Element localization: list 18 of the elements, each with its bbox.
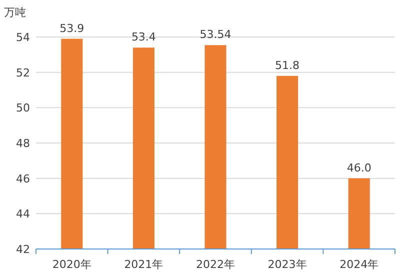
data-label: 53.4 — [131, 30, 156, 44]
x-tick-label: 2022年 — [196, 258, 235, 271]
y-tick-label: 46 — [16, 172, 30, 186]
x-tick-label: 2023年 — [268, 258, 307, 271]
x-tick-label: 2020年 — [52, 258, 92, 271]
y-tick-label: 48 — [16, 137, 30, 150]
y-tick-label: 50 — [16, 102, 30, 115]
y-tick-label: 54 — [16, 31, 30, 44]
y-tick-label: 52 — [16, 66, 30, 80]
y-tick-label: 42 — [16, 243, 30, 256]
y-axis-title: 万吨 — [4, 6, 26, 19]
y-tick-label: 44 — [16, 208, 30, 221]
data-label: 53.9 — [60, 22, 84, 35]
x-tick-label: 2024年 — [340, 258, 379, 271]
data-label: 46.0 — [346, 161, 372, 174]
data-label: 53.54 — [200, 28, 232, 42]
x-tick-label: 2021年 — [124, 258, 164, 271]
data-label: 51.8 — [275, 58, 300, 72]
